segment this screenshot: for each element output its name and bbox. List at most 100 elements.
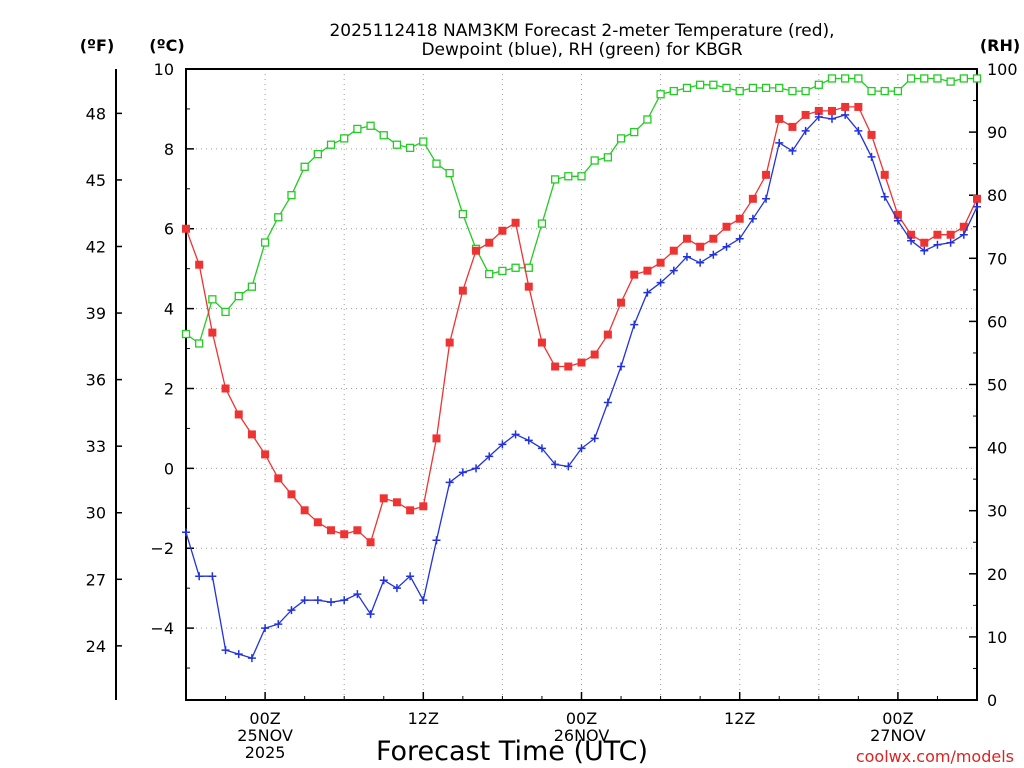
point-rh bbox=[208, 295, 217, 304]
celsius-axis-title: (ºC) bbox=[149, 36, 184, 55]
point-dewpoint bbox=[564, 462, 573, 471]
series-layer bbox=[181, 74, 982, 663]
point-temperature bbox=[788, 122, 797, 131]
point-rh bbox=[353, 124, 362, 134]
x-tick-label: 26NOV bbox=[554, 726, 610, 745]
point-dewpoint bbox=[762, 194, 771, 203]
point-temperature bbox=[195, 260, 204, 269]
point-temperature bbox=[537, 338, 546, 347]
point-temperature bbox=[762, 170, 771, 179]
point-temperature bbox=[854, 102, 863, 111]
point-rh bbox=[326, 140, 336, 149]
point-dewpoint bbox=[353, 590, 362, 599]
point-dewpoint bbox=[537, 444, 546, 453]
point-rh bbox=[195, 339, 204, 348]
point-rh bbox=[392, 140, 402, 149]
point-rh bbox=[722, 83, 731, 93]
point-dewpoint bbox=[617, 362, 626, 371]
point-rh bbox=[775, 83, 784, 93]
point-rh bbox=[933, 74, 942, 83]
point-temperature bbox=[973, 194, 981, 203]
point-rh bbox=[893, 86, 903, 96]
point-rh bbox=[867, 86, 876, 96]
credit-text: coolwx.com/models bbox=[856, 747, 1014, 766]
x-tick-label: 2025 bbox=[245, 743, 286, 762]
point-temperature bbox=[261, 450, 270, 459]
point-rh bbox=[590, 156, 599, 165]
celsius-tick-label: 10 bbox=[154, 60, 174, 79]
point-rh bbox=[880, 86, 889, 96]
point-rh bbox=[669, 86, 678, 96]
point-dewpoint bbox=[340, 596, 349, 605]
point-rh bbox=[841, 74, 850, 83]
point-dewpoint bbox=[379, 576, 388, 585]
point-dewpoint bbox=[261, 624, 270, 633]
series-line-dewpoint bbox=[185, 114, 978, 659]
series-temperature bbox=[182, 102, 981, 547]
point-temperature bbox=[234, 410, 243, 419]
series-line-rh bbox=[185, 77, 977, 345]
point-temperature bbox=[511, 218, 520, 227]
point-rh bbox=[920, 74, 929, 83]
series-dewpoint bbox=[182, 110, 981, 663]
point-dewpoint bbox=[973, 202, 981, 211]
fahrenheit-tick-label: 27 bbox=[86, 570, 106, 589]
point-temperature bbox=[801, 110, 810, 119]
point-dewpoint bbox=[524, 436, 533, 445]
point-temperature bbox=[775, 114, 784, 123]
point-temperature bbox=[920, 238, 929, 247]
point-rh bbox=[709, 80, 718, 89]
point-rh bbox=[181, 329, 191, 339]
point-temperature bbox=[893, 210, 902, 219]
x-tick-label: 12Z bbox=[408, 709, 439, 728]
point-dewpoint bbox=[458, 468, 467, 477]
point-dewpoint bbox=[195, 572, 204, 581]
point-dewpoint bbox=[221, 646, 230, 655]
fahrenheit-axis-title: (ºF) bbox=[80, 36, 115, 55]
rh-axis-title: (RH) bbox=[980, 36, 1020, 55]
point-rh bbox=[274, 213, 283, 222]
point-temperature bbox=[722, 222, 731, 231]
point-rh bbox=[788, 86, 797, 96]
point-temperature bbox=[643, 266, 652, 275]
point-temperature bbox=[590, 350, 599, 359]
celsius-tick-label: 4 bbox=[164, 300, 174, 319]
point-dewpoint bbox=[511, 430, 520, 439]
point-temperature bbox=[959, 222, 968, 231]
point-temperature bbox=[458, 286, 467, 295]
point-dewpoint bbox=[933, 240, 942, 249]
point-temperature bbox=[630, 270, 639, 279]
point-rh bbox=[405, 143, 415, 153]
point-dewpoint bbox=[577, 444, 586, 453]
point-rh bbox=[761, 83, 771, 93]
point-temperature bbox=[392, 498, 401, 507]
point-rh bbox=[946, 77, 955, 86]
rh-tick-label: 50 bbox=[987, 376, 1007, 395]
point-rh bbox=[854, 74, 863, 83]
point-dewpoint bbox=[590, 434, 599, 443]
point-temperature bbox=[379, 494, 388, 503]
point-dewpoint bbox=[366, 610, 375, 619]
fahrenheit-tick-label: 42 bbox=[86, 237, 106, 256]
point-dewpoint bbox=[946, 238, 955, 247]
x-tick-label: 27NOV bbox=[870, 726, 926, 745]
point-rh bbox=[564, 172, 573, 181]
point-temperature bbox=[498, 226, 507, 235]
point-dewpoint bbox=[656, 278, 665, 287]
x-tick-label: 12Z bbox=[724, 709, 755, 728]
celsius-tick-label: 8 bbox=[164, 140, 174, 159]
point-temperature bbox=[696, 242, 705, 251]
point-temperature bbox=[656, 258, 665, 267]
point-dewpoint bbox=[182, 528, 190, 537]
point-dewpoint bbox=[274, 620, 283, 629]
fahrenheit-tick-label: 36 bbox=[86, 371, 106, 390]
x-axis-title: Forecast Time (UTC) bbox=[376, 736, 648, 767]
fahrenheit-tick-label: 33 bbox=[86, 437, 106, 456]
point-temperature bbox=[340, 530, 349, 539]
point-temperature bbox=[274, 474, 283, 483]
point-rh bbox=[300, 162, 309, 171]
point-dewpoint bbox=[247, 654, 256, 663]
point-temperature bbox=[221, 384, 230, 393]
point-rh bbox=[458, 209, 468, 219]
